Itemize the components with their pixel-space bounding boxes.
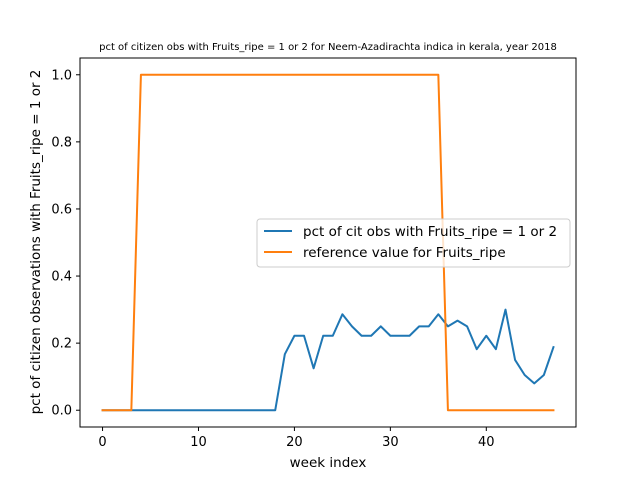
x-tick-label: 40 <box>478 435 495 450</box>
legend: pct of cit obs with Fruits_ripe = 1 or 2… <box>256 218 571 268</box>
series-line-1 <box>101 73 555 412</box>
x-tick-label: 20 <box>286 435 303 450</box>
y-tick-label: 0.2 <box>51 337 72 352</box>
y-tick-label: 0.0 <box>51 404 72 419</box>
x-tick-label: 10 <box>190 435 207 450</box>
x-tick-label: 30 <box>382 435 399 450</box>
y-tick-label: 0.6 <box>51 202 72 217</box>
legend-label-citizen-obs: pct of cit obs with Fruits_ripe = 1 or 2 <box>303 224 557 240</box>
series-layer <box>101 73 555 412</box>
legend-box <box>256 218 571 268</box>
x-axis-label: week index <box>290 455 367 471</box>
x-tick-label: 0 <box>98 435 106 450</box>
y-axis-label: pct of citizen observations with Fruits_… <box>28 70 44 415</box>
axes-frame <box>79 57 577 428</box>
chart-title: pct of citizen obs with Fruits_ripe = 1 … <box>99 42 557 53</box>
y-tick-label: 0.8 <box>51 135 72 150</box>
y-tick-label: 0.4 <box>51 270 72 285</box>
x-axis: 0 10 20 30 40 <box>98 427 495 450</box>
y-axis: 0.0 0.2 0.4 0.6 0.8 1.0 <box>51 68 80 419</box>
series-line-0 <box>101 308 555 412</box>
legend-label-reference: reference value for Fruits_ripe <box>303 245 506 261</box>
y-tick-label: 1.0 <box>51 68 72 83</box>
